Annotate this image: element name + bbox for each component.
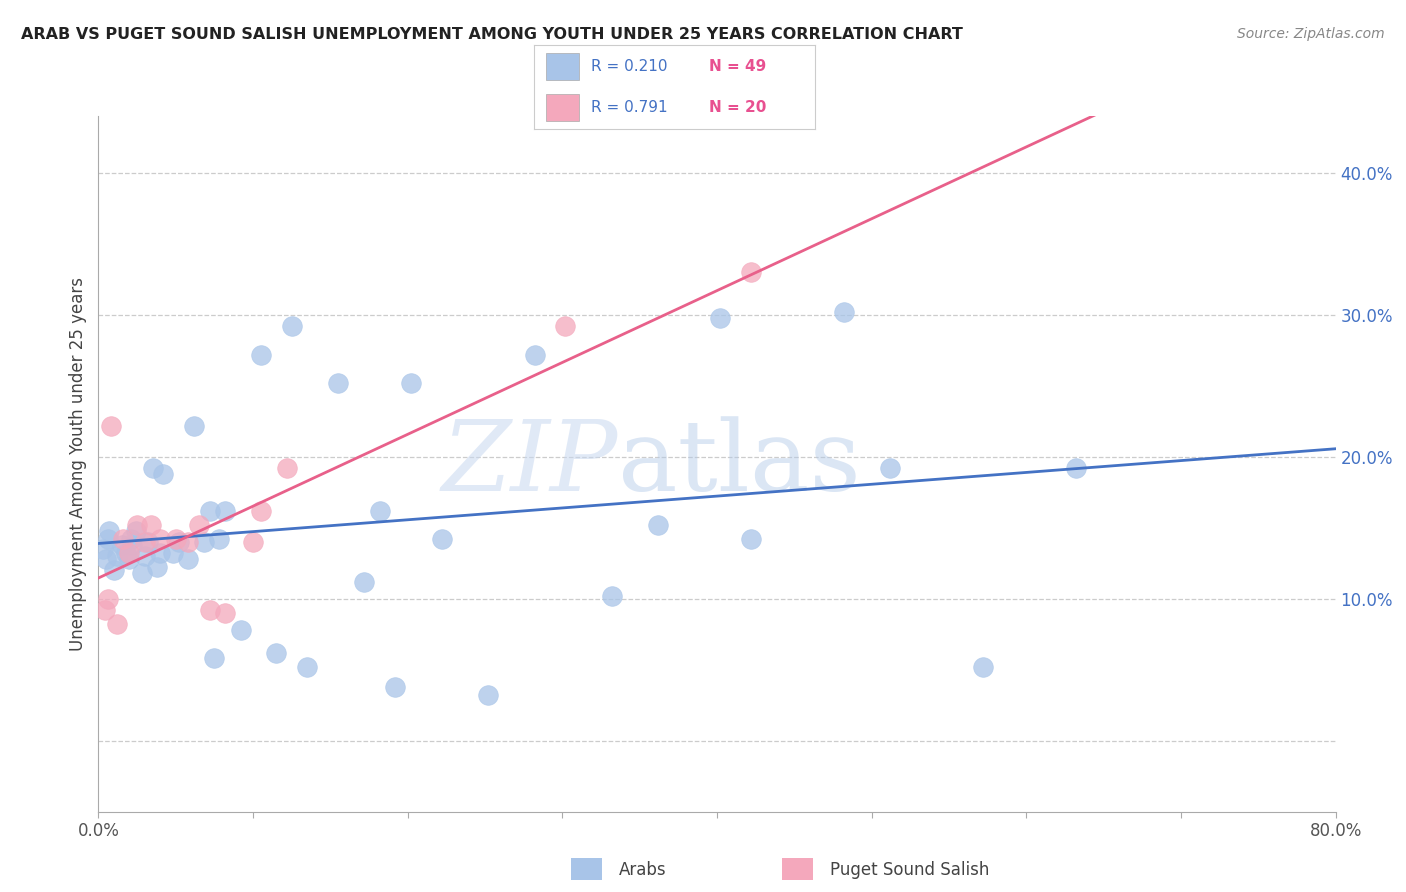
Point bbox=[214, 504, 236, 518]
Text: ARAB VS PUGET SOUND SALISH UNEMPLOYMENT AMONG YOUTH UNDER 25 YEARS CORRELATION C: ARAB VS PUGET SOUND SALISH UNEMPLOYMENT … bbox=[21, 27, 963, 42]
Point bbox=[118, 546, 141, 560]
Point bbox=[709, 310, 731, 325]
Point bbox=[134, 549, 156, 563]
Point bbox=[266, 646, 288, 660]
Point bbox=[353, 574, 375, 589]
Text: Source: ZipAtlas.com: Source: ZipAtlas.com bbox=[1237, 27, 1385, 41]
FancyBboxPatch shape bbox=[546, 54, 579, 80]
Point bbox=[297, 660, 319, 674]
Point bbox=[242, 535, 264, 549]
Point bbox=[879, 461, 901, 475]
Point bbox=[139, 517, 162, 532]
Point bbox=[430, 532, 453, 546]
Point bbox=[93, 603, 115, 617]
Point bbox=[281, 319, 304, 334]
Text: R = 0.210: R = 0.210 bbox=[591, 59, 666, 74]
Point bbox=[97, 532, 120, 546]
Point bbox=[188, 517, 211, 532]
Y-axis label: Unemployment Among Youth under 25 years: Unemployment Among Youth under 25 years bbox=[69, 277, 87, 651]
Point bbox=[326, 376, 350, 390]
Point bbox=[167, 535, 190, 549]
Point bbox=[127, 517, 149, 532]
Point bbox=[177, 552, 200, 566]
Point bbox=[131, 566, 153, 581]
Point bbox=[111, 538, 134, 552]
Text: N = 20: N = 20 bbox=[709, 100, 766, 115]
Point bbox=[399, 376, 422, 390]
Point bbox=[368, 504, 391, 518]
Point bbox=[100, 418, 122, 433]
Point bbox=[1064, 461, 1087, 475]
Point bbox=[149, 546, 172, 560]
Text: N = 49: N = 49 bbox=[709, 59, 766, 74]
Point bbox=[647, 517, 669, 532]
Point bbox=[165, 532, 187, 546]
Point bbox=[162, 546, 184, 560]
Point bbox=[118, 552, 141, 566]
Point bbox=[972, 660, 994, 674]
Text: Arabs: Arabs bbox=[619, 861, 666, 879]
Point bbox=[600, 589, 623, 603]
Point bbox=[177, 535, 200, 549]
Point bbox=[112, 532, 135, 546]
Point bbox=[198, 603, 221, 617]
Point bbox=[477, 688, 499, 702]
Point bbox=[198, 504, 221, 518]
Point bbox=[149, 532, 172, 546]
Point bbox=[91, 542, 114, 557]
Point bbox=[134, 535, 156, 549]
Point bbox=[740, 532, 762, 546]
Point bbox=[121, 538, 143, 552]
Point bbox=[103, 563, 125, 577]
Point bbox=[97, 591, 120, 606]
Text: atlas: atlas bbox=[619, 416, 860, 512]
Point bbox=[384, 680, 406, 694]
Point bbox=[276, 461, 298, 475]
Text: Puget Sound Salish: Puget Sound Salish bbox=[830, 861, 988, 879]
Point bbox=[554, 319, 576, 334]
Point bbox=[204, 651, 226, 665]
Text: ZIP: ZIP bbox=[441, 417, 619, 511]
Point bbox=[120, 532, 142, 546]
Point bbox=[152, 467, 174, 481]
Point bbox=[523, 347, 546, 361]
Point bbox=[105, 549, 128, 563]
Point bbox=[193, 535, 215, 549]
Point bbox=[124, 524, 146, 538]
Point bbox=[183, 418, 205, 433]
Point bbox=[142, 461, 165, 475]
Point bbox=[98, 524, 121, 538]
Point bbox=[229, 623, 252, 637]
Text: R = 0.791: R = 0.791 bbox=[591, 100, 666, 115]
Point bbox=[105, 617, 128, 632]
Point bbox=[250, 347, 273, 361]
Point bbox=[832, 305, 855, 319]
Point bbox=[146, 560, 169, 574]
Point bbox=[208, 532, 231, 546]
FancyBboxPatch shape bbox=[546, 94, 579, 120]
Point bbox=[740, 265, 762, 279]
Point bbox=[96, 552, 118, 566]
Point bbox=[115, 546, 138, 560]
Point bbox=[250, 504, 273, 518]
Point bbox=[214, 606, 236, 620]
Point bbox=[136, 535, 159, 549]
